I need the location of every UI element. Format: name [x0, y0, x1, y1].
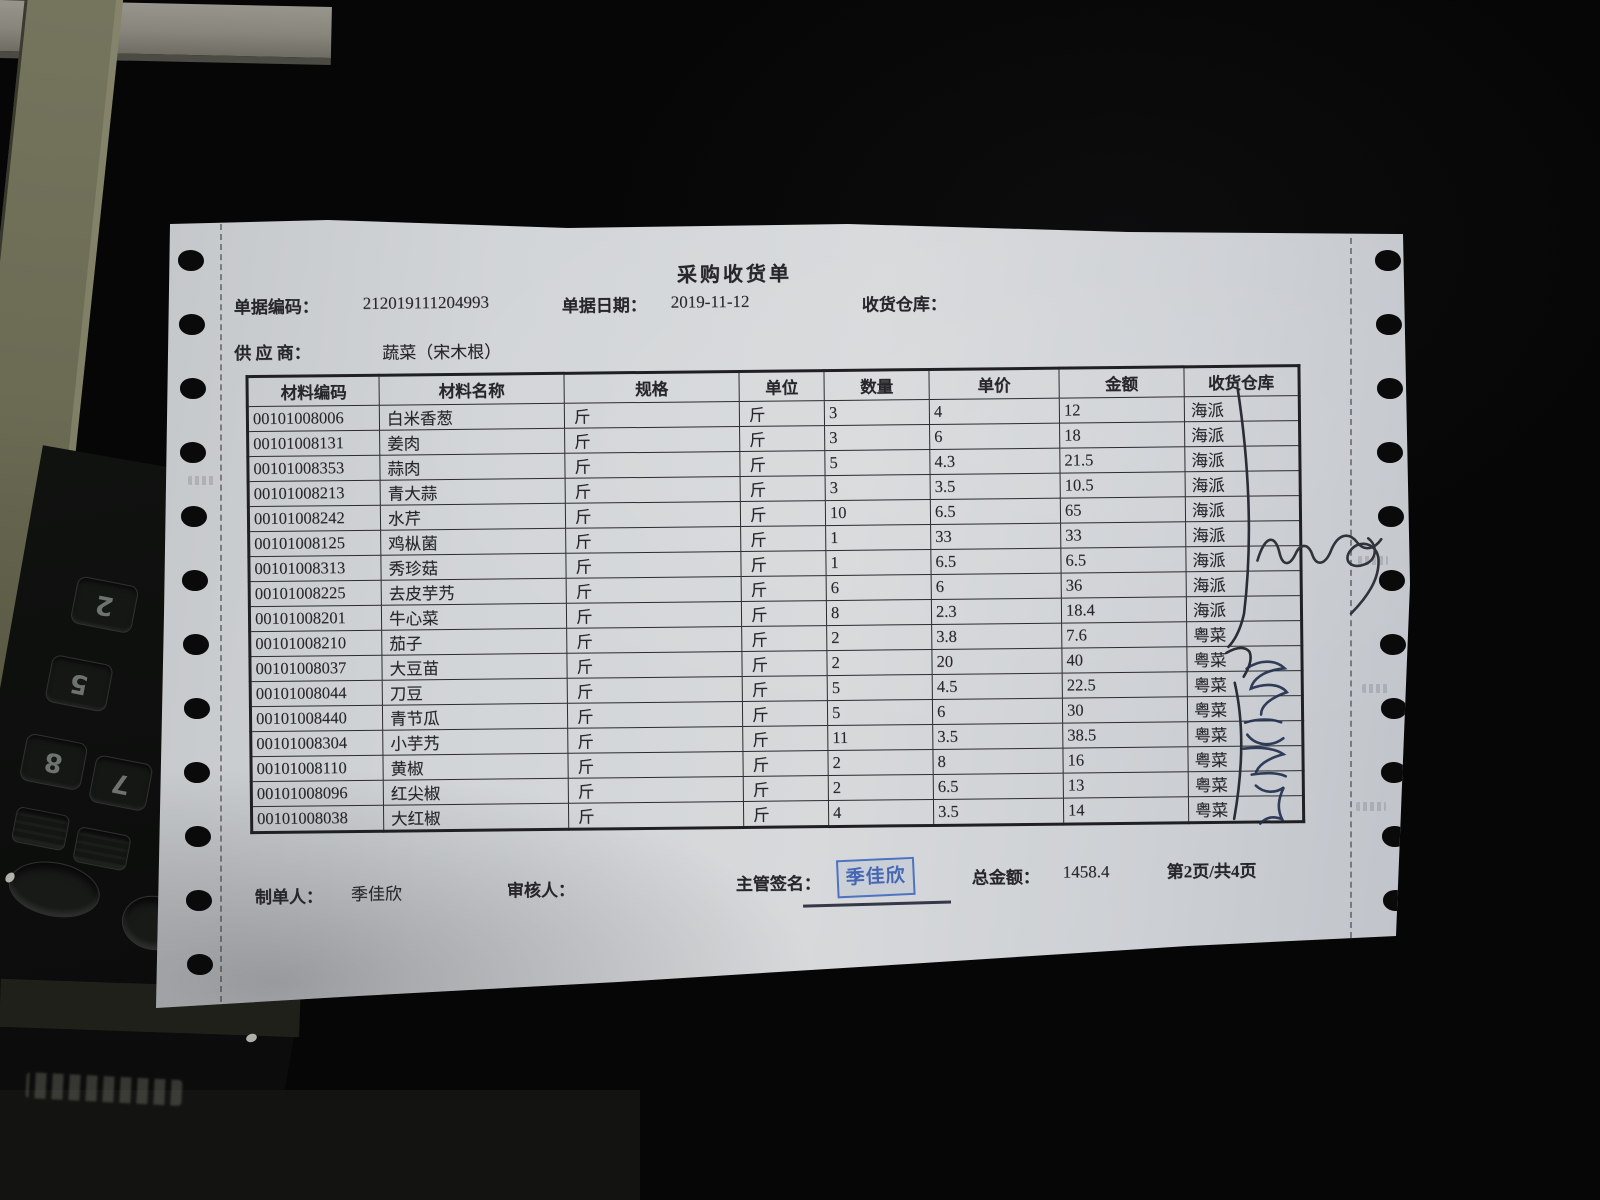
carbon-smudge — [1358, 556, 1388, 565]
carbon-smudge — [188, 476, 214, 485]
pen-check-arcs — [1225, 387, 1252, 821]
handwritten-ink-layer — [1225, 387, 1383, 825]
handwritten-scribble — [1256, 534, 1383, 615]
handwritten-vertical-name — [1242, 660, 1289, 825]
keypad-key-7: 7 — [87, 754, 154, 813]
footer-row: 制单人： 季佳欣 审核人： 主管签名： 总金额： 1458.4 第2页/共4页 … — [156, 220, 1410, 908]
carbon-smudge — [1356, 802, 1386, 811]
keypad-key-blank — [10, 805, 71, 852]
background-surface — [0, 1090, 640, 1200]
perforation-line-left — [220, 224, 222, 1002]
perforation-line-right — [1350, 238, 1352, 938]
keypad-key-5: 5 — [44, 653, 115, 713]
printed-content: 采购收货单 单据编码： 212019111204993 单据日期： 2019-1… — [144, 220, 1410, 1008]
receipt-paper: 采购收货单 单据编码： 212019111204993 单据日期： 2019-1… — [156, 220, 1410, 1008]
keypad-key-8: 8 — [18, 732, 89, 792]
handwritten-name-text: 冯贤章 — [144, 220, 145, 221]
carbon-smudge — [1362, 684, 1390, 693]
keypad-key-blank — [72, 825, 132, 872]
keypad-key-2: 2 — [69, 575, 140, 635]
header-fields: 单据编码： 212019111204993 单据日期： 2019-11-12 收… — [156, 220, 1410, 363]
